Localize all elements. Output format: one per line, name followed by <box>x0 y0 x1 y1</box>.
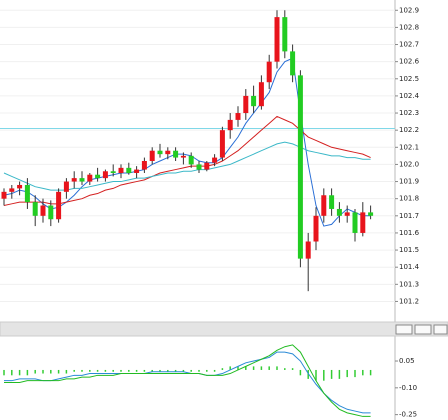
minimize-button[interactable] <box>395 324 413 335</box>
moving-average-line <box>3 115 371 207</box>
y-tick-label: 102.2 <box>399 126 419 134</box>
moving-average-line <box>3 57 371 227</box>
candle-body <box>219 130 225 158</box>
candle-body <box>243 95 249 114</box>
candle-body <box>56 191 62 220</box>
candle-body <box>141 161 147 170</box>
y-tick-label: 101.7 <box>399 212 419 220</box>
y-tick-label: 102.4 <box>399 92 420 100</box>
candle-body <box>212 157 218 163</box>
candle-body <box>266 61 272 83</box>
candle-body <box>180 155 186 158</box>
y-tick-label: 102.1 <box>399 143 419 151</box>
candle-body <box>321 195 327 216</box>
y-tick-label: 102.5 <box>399 75 419 83</box>
y-tick-label: 101.3 <box>399 280 419 288</box>
y-tick-label: 101.8 <box>399 195 419 203</box>
macd-panel: 0.05 -0.10 -0.25 <box>3 344 417 419</box>
candle-body <box>258 82 264 107</box>
candle-body <box>63 181 69 192</box>
y-tick-label: -0.10 <box>399 384 417 392</box>
candle-body <box>110 171 116 173</box>
y-tick-label: 102.7 <box>399 41 419 49</box>
candle-body <box>251 95 257 107</box>
candle-body <box>188 155 194 165</box>
candle-body <box>134 169 140 173</box>
candle-body <box>9 188 15 192</box>
price-panel: 102.9 102.8 102.7 102.6 102.5 102.4 102.3 102.2… <box>0 6 420 305</box>
y-tick-label: 102.3 <box>399 109 419 117</box>
candle-body <box>344 212 350 216</box>
candle-body <box>235 113 241 120</box>
candle-body <box>126 167 132 173</box>
candle-body <box>24 184 30 203</box>
candle-body <box>40 205 46 216</box>
candle-body <box>173 150 179 158</box>
candle-body <box>329 195 335 209</box>
candle-body <box>368 212 374 216</box>
maximize-button[interactable] <box>414 324 432 335</box>
candle-body <box>336 208 342 216</box>
candle-body <box>32 202 38 216</box>
candle-body <box>87 174 93 182</box>
candle-body <box>290 51 296 76</box>
macd-line <box>4 344 371 417</box>
candle-body <box>157 150 163 155</box>
y-tick-label: 101.9 <box>399 178 419 186</box>
candle-body <box>71 178 77 182</box>
y-tick-label: 102.9 <box>399 6 419 14</box>
y-tick-label: 101.5 <box>399 246 419 254</box>
y-tick-label: 101.4 <box>399 263 420 271</box>
candle-body <box>102 171 108 179</box>
candle-body <box>282 17 288 52</box>
candle-body <box>48 205 54 220</box>
candle-body <box>149 150 155 161</box>
candle-body <box>204 162 210 170</box>
candle-body <box>305 241 311 259</box>
candle-body <box>352 212 358 233</box>
candle-body <box>313 215 319 242</box>
candle-body <box>297 75 303 259</box>
y-tick-label: 101.2 <box>399 297 419 305</box>
candle-body <box>79 178 85 182</box>
close-button[interactable] <box>433 324 448 335</box>
candle-body <box>360 212 366 233</box>
candle-body <box>118 167 124 173</box>
y-tick-label: 101.6 <box>399 229 420 237</box>
candle-body <box>274 17 280 62</box>
candle-body <box>227 119 233 131</box>
candle-body <box>196 164 202 170</box>
candle-body <box>95 174 101 179</box>
macd-line <box>4 351 371 414</box>
y-tick-label: -0.25 <box>399 411 417 419</box>
candle-body <box>17 184 23 189</box>
panel-separator <box>0 321 448 337</box>
candle-body <box>1 191 7 199</box>
candle-body <box>165 150 171 155</box>
y-tick-label: 102.6 <box>399 58 420 66</box>
y-tick-label: 0.05 <box>399 357 415 365</box>
y-tick-label: 102.8 <box>399 23 419 31</box>
y-tick-label: 102.0 <box>399 160 419 168</box>
